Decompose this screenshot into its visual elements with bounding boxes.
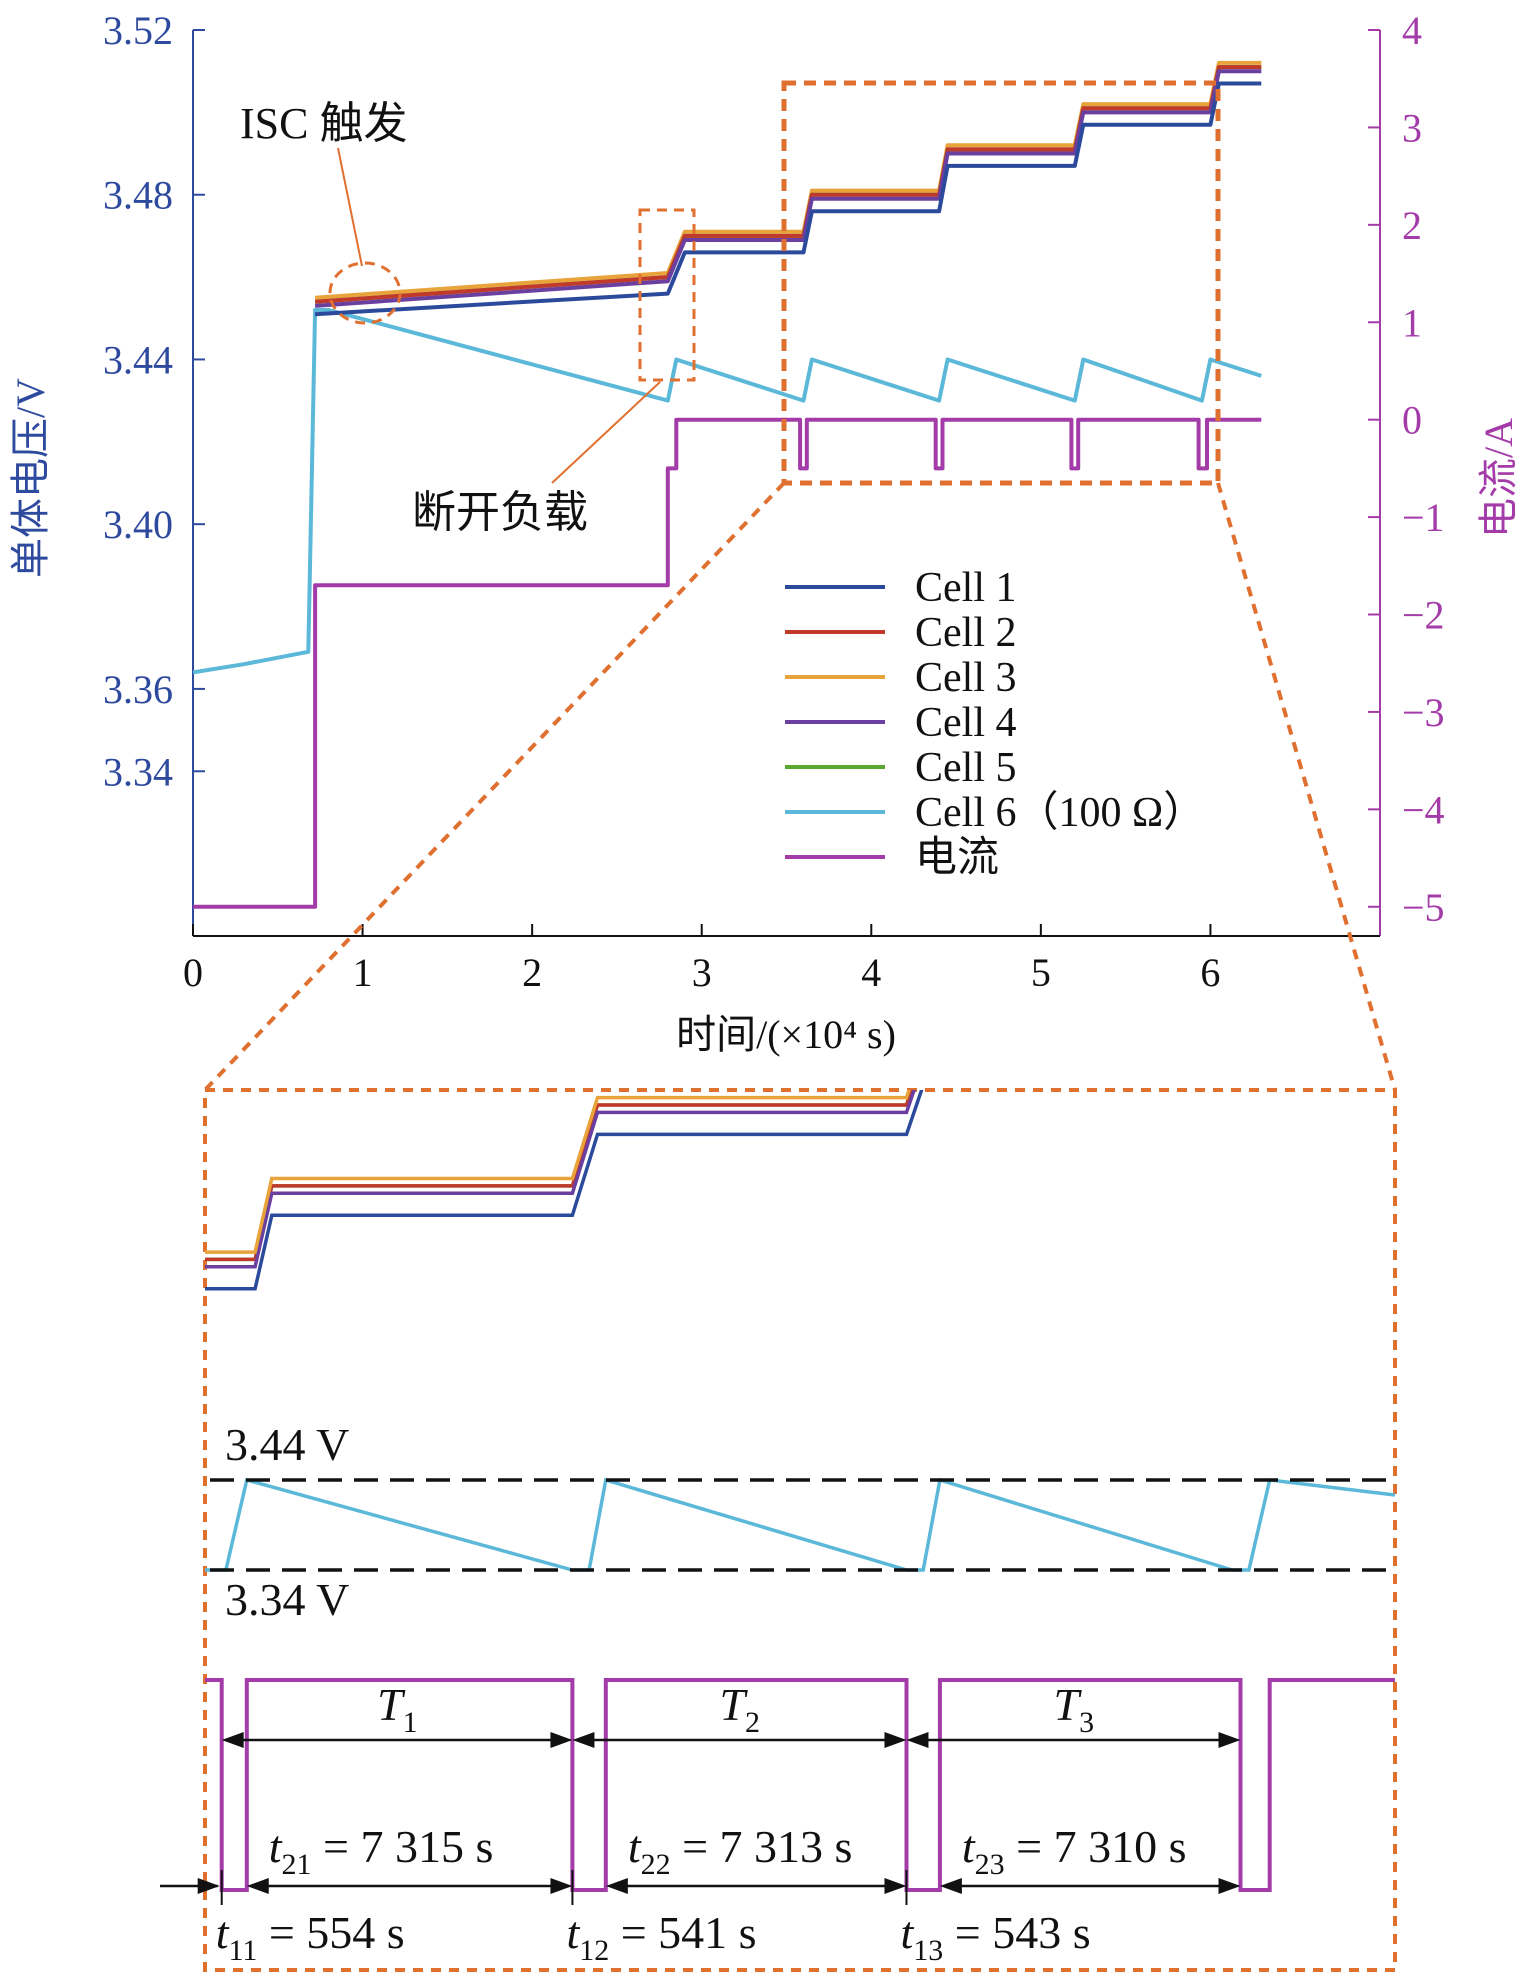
y-left-tick-label: 3.34 xyxy=(103,749,173,794)
arrow-head xyxy=(939,1878,962,1894)
y-right-tick-label: 3 xyxy=(1402,105,1422,150)
x-tick-label: 1 xyxy=(353,950,373,995)
y-right-tick-label: −3 xyxy=(1402,690,1445,735)
y-axis-right-title: 电流/A xyxy=(1476,418,1521,538)
arrow-head xyxy=(605,1878,628,1894)
y-right-tick-label: −4 xyxy=(1402,787,1445,832)
y-axis-left-title: 单体电压/V xyxy=(8,378,53,578)
legend-label: Cell 2 xyxy=(915,610,1017,656)
legend-label: 电流 xyxy=(915,835,999,881)
measurement-label: t21 = 7 315 s xyxy=(269,1821,494,1881)
measurement-label: T1 xyxy=(377,1679,418,1739)
x-tick-label: 4 xyxy=(861,950,881,995)
isc-trigger-circle xyxy=(328,261,402,325)
zoom-current-line xyxy=(205,1678,1395,1892)
legend-label: Cell 1 xyxy=(915,565,1017,611)
arrow-head xyxy=(550,1732,573,1748)
y-right-tick-label: 1 xyxy=(1402,300,1422,345)
x-tick-label: 6 xyxy=(1200,950,1220,995)
series-line-3 xyxy=(314,60,1262,300)
x-tick-label: 3 xyxy=(692,950,712,995)
measurement-label: t22 = 7 313 s xyxy=(628,1821,853,1881)
arrow-head xyxy=(1218,1732,1241,1748)
y-right-tick-label: −5 xyxy=(1402,885,1445,930)
axis-ticks: 0 1 2 3 4 5 6 3.34 3.36 3.40 3.44 3.48 3.52 −5 −4 −3 −2 −… xyxy=(103,8,1445,995)
y-right-tick-label: 2 xyxy=(1402,203,1422,248)
measurement-label: T3 xyxy=(1053,1679,1094,1739)
series-lines xyxy=(193,60,1262,909)
y-right-tick-label: 0 xyxy=(1402,398,1422,443)
y-left-tick-label: 3.52 xyxy=(103,8,173,53)
x-tick-label: 0 xyxy=(183,950,203,995)
arrow-head xyxy=(572,1732,595,1748)
zoom-connector-left xyxy=(203,481,786,1092)
x-tick-label: 2 xyxy=(522,950,542,995)
isc-pointer-line xyxy=(337,147,363,267)
y-left-tick-label: 3.40 xyxy=(103,502,173,547)
y-right-tick-label: 4 xyxy=(1402,8,1422,53)
y-left-tick-label: 3.36 xyxy=(103,667,173,712)
arrow-head xyxy=(906,1732,929,1748)
period-dimensions: T1 T2 T3 t21 = 7 315 s t22 = 7 313 s t23 = 7 … xyxy=(160,1679,1241,1967)
arrow-head xyxy=(221,1732,244,1748)
x-tick-label: 5 xyxy=(1031,950,1051,995)
arrow-head xyxy=(197,1878,220,1894)
zoom-source-box xyxy=(781,80,1221,486)
series-line-7 xyxy=(193,417,1262,909)
legend-label: Cell 3 xyxy=(915,655,1017,701)
measurement-label: t13 = 543 s xyxy=(900,1907,1090,1967)
load-pointer-line xyxy=(551,381,661,484)
arrow-head xyxy=(1218,1878,1241,1894)
lower-threshold-label: 3.34 V xyxy=(225,1574,349,1625)
y-right-tick-label: −1 xyxy=(1402,495,1445,540)
main-chart xyxy=(192,30,1381,937)
y-left-tick-label: 3.44 xyxy=(103,337,173,382)
series-line-6 xyxy=(193,308,1262,675)
y-right-tick-label: −2 xyxy=(1402,593,1445,638)
legend-label: Cell 5 xyxy=(915,745,1017,791)
measurement-label: T2 xyxy=(719,1679,760,1739)
legend-label: Cell 4 xyxy=(915,700,1017,746)
measurement-label: t23 = 7 310 s xyxy=(962,1821,1187,1881)
arrow-head xyxy=(884,1878,907,1894)
arrow-head xyxy=(246,1878,269,1894)
zoom-cell-line-1 xyxy=(205,1090,924,1291)
zoom-cell-line-4 xyxy=(205,1090,916,1269)
x-axis-title: 时间/(×10⁴ s) xyxy=(676,1012,896,1057)
zoom-cell6-line xyxy=(205,1477,1395,1572)
measurement-label: t12 = 541 s xyxy=(566,1907,756,1967)
y-left-tick-label: 3.48 xyxy=(103,173,173,218)
isc-trigger-label: ISC 触发 xyxy=(240,99,407,148)
zoom-panel-border xyxy=(203,1088,1397,1972)
zoom-cell-line-3 xyxy=(205,1090,911,1254)
zoom-connector-right xyxy=(1216,482,1397,1091)
load-disconnect-box xyxy=(638,208,696,382)
measurement-label: t11 = 554 s xyxy=(216,1907,405,1967)
series-line-4 xyxy=(314,69,1262,308)
upper-threshold-label: 3.44 V xyxy=(225,1419,349,1470)
arrow-head xyxy=(550,1878,573,1894)
load-disconnect-label: 断开负载 xyxy=(412,488,588,537)
series-line-1 xyxy=(314,81,1262,317)
legend-label: Cell 6（100 Ω） xyxy=(915,790,1205,836)
arrow-head xyxy=(884,1732,907,1748)
